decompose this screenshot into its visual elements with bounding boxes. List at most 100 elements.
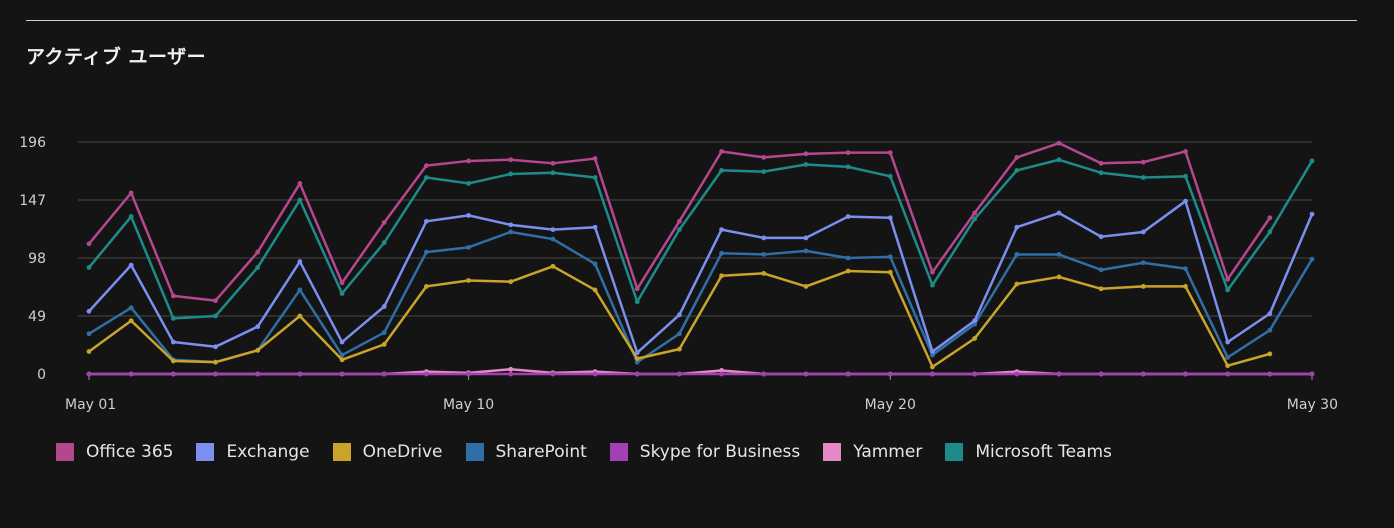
- data-point[interactable]: [1014, 168, 1020, 173]
- data-point[interactable]: [1014, 281, 1020, 287]
- data-point[interactable]: [761, 169, 767, 174]
- data-point[interactable]: [845, 268, 851, 274]
- data-point[interactable]: [86, 241, 92, 247]
- data-point[interactable]: [1267, 371, 1273, 377]
- data-point[interactable]: [634, 286, 640, 292]
- legend-item-exchange[interactable]: Exchange: [196, 442, 310, 462]
- data-point[interactable]: [1225, 363, 1231, 369]
- data-point[interactable]: [972, 336, 978, 341]
- data-point[interactable]: [1056, 157, 1062, 163]
- data-point[interactable]: [1056, 371, 1062, 377]
- data-point[interactable]: [466, 371, 471, 377]
- data-point[interactable]: [761, 252, 767, 257]
- data-point[interactable]: [1140, 229, 1146, 235]
- data-point[interactable]: [634, 371, 640, 377]
- data-point[interactable]: [339, 280, 345, 286]
- data-point[interactable]: [1267, 327, 1273, 333]
- data-point[interactable]: [887, 150, 893, 156]
- data-point[interactable]: [1267, 229, 1273, 235]
- data-point[interactable]: [213, 313, 218, 319]
- data-point[interactable]: [339, 339, 345, 345]
- data-point[interactable]: [86, 349, 92, 354]
- data-point[interactable]: [339, 291, 345, 296]
- data-point[interactable]: [297, 259, 303, 264]
- data-point[interactable]: [803, 371, 809, 377]
- data-point[interactable]: [634, 299, 640, 305]
- data-point[interactable]: [592, 156, 598, 161]
- data-point[interactable]: [592, 371, 598, 377]
- data-point[interactable]: [1183, 173, 1188, 179]
- data-point[interactable]: [1014, 252, 1020, 257]
- data-point[interactable]: [213, 344, 218, 350]
- data-point[interactable]: [1098, 371, 1104, 377]
- data-point[interactable]: [381, 371, 387, 377]
- data-point[interactable]: [845, 255, 851, 261]
- data-point[interactable]: [339, 371, 345, 377]
- data-point[interactable]: [592, 175, 598, 180]
- data-point[interactable]: [339, 352, 345, 358]
- legend-item-office-365[interactable]: Office 365: [56, 442, 173, 462]
- data-point[interactable]: [634, 350, 640, 356]
- data-point[interactable]: [550, 263, 556, 269]
- data-point[interactable]: [381, 240, 387, 246]
- data-point[interactable]: [1183, 371, 1188, 377]
- data-point[interactable]: [677, 331, 682, 337]
- data-point[interactable]: [1267, 351, 1273, 357]
- data-point[interactable]: [1225, 287, 1231, 293]
- data-point[interactable]: [930, 352, 935, 358]
- data-point[interactable]: [423, 218, 429, 224]
- data-point[interactable]: [1056, 140, 1062, 146]
- data-point[interactable]: [803, 151, 809, 157]
- data-point[interactable]: [86, 265, 92, 270]
- data-point[interactable]: [128, 190, 134, 196]
- data-point[interactable]: [86, 331, 92, 337]
- data-point[interactable]: [170, 358, 176, 364]
- data-point[interactable]: [592, 224, 598, 230]
- data-point[interactable]: [339, 357, 345, 363]
- data-point[interactable]: [255, 249, 261, 255]
- data-point[interactable]: [887, 269, 893, 275]
- data-point[interactable]: [255, 371, 261, 377]
- data-point[interactable]: [1309, 371, 1315, 377]
- data-point[interactable]: [719, 168, 724, 173]
- data-point[interactable]: [803, 235, 809, 241]
- data-point[interactable]: [255, 324, 261, 330]
- data-point[interactable]: [466, 244, 471, 250]
- data-point[interactable]: [1225, 355, 1231, 360]
- data-point[interactable]: [677, 218, 682, 224]
- data-point[interactable]: [466, 278, 471, 283]
- data-point[interactable]: [423, 284, 429, 289]
- data-point[interactable]: [128, 214, 134, 219]
- data-point[interactable]: [1056, 252, 1062, 257]
- data-point[interactable]: [887, 371, 893, 377]
- data-point[interactable]: [508, 366, 514, 372]
- data-point[interactable]: [128, 318, 134, 324]
- data-point[interactable]: [719, 250, 724, 256]
- data-point[interactable]: [592, 261, 598, 267]
- data-point[interactable]: [887, 254, 893, 260]
- data-point[interactable]: [1014, 224, 1020, 230]
- data-point[interactable]: [213, 298, 218, 304]
- data-point[interactable]: [719, 227, 724, 232]
- data-point[interactable]: [719, 368, 724, 373]
- data-point[interactable]: [297, 371, 303, 377]
- data-point[interactable]: [677, 227, 682, 232]
- data-point[interactable]: [128, 262, 134, 268]
- data-point[interactable]: [1225, 276, 1231, 282]
- data-point[interactable]: [1183, 266, 1188, 272]
- data-point[interactable]: [1309, 211, 1315, 217]
- data-point[interactable]: [86, 308, 92, 314]
- data-point[interactable]: [1098, 234, 1104, 240]
- data-point[interactable]: [761, 270, 767, 276]
- data-point[interactable]: [930, 282, 935, 288]
- data-point[interactable]: [592, 287, 598, 293]
- data-point[interactable]: [550, 160, 556, 166]
- data-point[interactable]: [803, 248, 809, 254]
- data-point[interactable]: [1183, 284, 1188, 289]
- legend-item-microsoft-teams[interactable]: Microsoft Teams: [945, 442, 1112, 462]
- data-point[interactable]: [550, 236, 556, 242]
- data-point[interactable]: [845, 214, 851, 219]
- data-point[interactable]: [297, 197, 303, 203]
- data-point[interactable]: [1183, 149, 1188, 154]
- data-point[interactable]: [381, 304, 387, 309]
